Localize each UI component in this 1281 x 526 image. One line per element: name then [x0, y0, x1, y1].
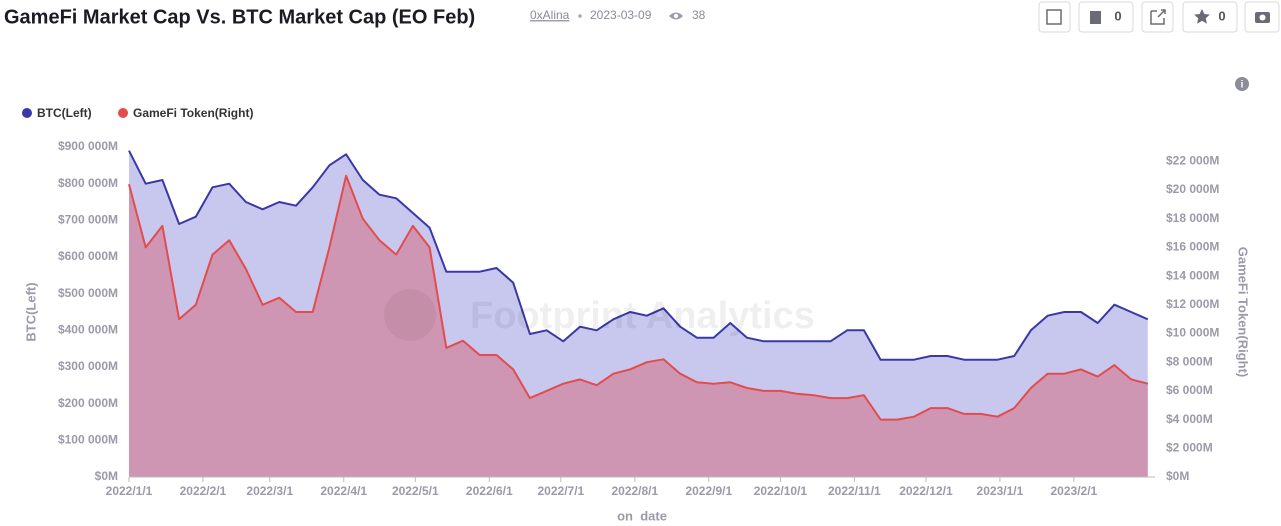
x-tick-label: 2023/1/1 — [977, 484, 1024, 498]
y-axis-title: BTC(Left) — [23, 282, 38, 341]
x-tick-label: 2022/11/1 — [828, 484, 881, 498]
comments-icon — [1090, 11, 1101, 24]
chart-title: GameFi Market Cap Vs. BTC Market Cap (EO… — [4, 6, 475, 28]
separator — [578, 14, 582, 18]
legend-label: GameFi Token(Right) — [133, 106, 253, 120]
star-icon — [1194, 9, 1210, 24]
line — [128, 150, 1149, 361]
x-tick-label: 2022/4/1 — [320, 484, 367, 498]
y2-tick-label: $22 000M — [1166, 154, 1219, 168]
camera-lens — [1259, 14, 1266, 21]
legend-label: BTC(Left) — [37, 106, 92, 120]
y2-tick-label: $0M — [1166, 469, 1189, 483]
line — [128, 174, 1149, 421]
x-tick-label: 2022/2/1 — [180, 484, 227, 498]
date: 2023-03-09 — [590, 8, 652, 22]
y-tick-label: $800 000M — [58, 176, 118, 190]
watermark-logo — [384, 289, 436, 341]
watermark: Footprint Analytics — [470, 295, 815, 337]
x-tick-label: 2022/9/1 — [685, 484, 732, 498]
comments-count: 0 — [1114, 8, 1121, 23]
y-tick-label: $200 000M — [58, 396, 118, 410]
area — [129, 175, 1148, 477]
x-axis-title: on_date — [617, 508, 667, 521]
info-glyph: i — [1241, 80, 1244, 91]
views-icon-pupil — [673, 13, 679, 19]
star-count: 0 — [1218, 8, 1225, 23]
y-tick-label: $300 000M — [58, 359, 118, 373]
y-tick-label: $0M — [95, 469, 118, 483]
x-tick-label: 2023/2/1 — [1051, 484, 1098, 498]
y2-tick-label: $18 000M — [1166, 211, 1219, 225]
y2-tick-label: $16 000M — [1166, 240, 1219, 254]
notes-button[interactable] — [1038, 1, 1071, 33]
y-tick-label: $600 000M — [58, 249, 118, 263]
y2-tick-label: $12 000M — [1166, 297, 1219, 311]
x-tick-label: 2022/3/1 — [246, 484, 293, 498]
y-tick-label: $100 000M — [58, 433, 118, 447]
y2-tick-label: $2 000M — [1166, 440, 1213, 454]
y2-axis-title: GameFi Token(Right) — [1236, 247, 1251, 377]
share-icon — [1150, 9, 1166, 25]
info-icon[interactable] — [1235, 77, 1249, 91]
y2-tick-label: $4 000M — [1166, 412, 1213, 426]
y-tick-label: $500 000M — [58, 286, 118, 300]
x-tick-label: 2022/10/1 — [754, 484, 808, 498]
y2-tick-label: $6 000M — [1166, 383, 1213, 397]
y2-tick-label: $14 000M — [1166, 268, 1219, 282]
views: 38 — [692, 8, 706, 22]
y2-tick-label: $10 000M — [1166, 326, 1219, 340]
x-tick-label: 2022/7/1 — [538, 484, 585, 498]
x-tick-label: 2022/6/1 — [466, 484, 513, 498]
y-tick-label: $400 000M — [58, 323, 118, 337]
x-tick-label: 2022/5/1 — [392, 484, 439, 498]
x-tick-label: 2022/8/1 — [611, 484, 658, 498]
comments-button[interactable] — [1078, 1, 1134, 33]
legend-marker — [118, 108, 128, 118]
y2-tick-label: $8 000M — [1166, 354, 1213, 368]
x-tick-label: 2022/1/1 — [106, 484, 153, 498]
y2-tick-label: $20 000M — [1166, 182, 1219, 196]
y-tick-label: $700 000M — [58, 213, 118, 227]
star-button[interactable] — [1182, 1, 1238, 33]
plot: $0M $100 000M $200 000M $300 000M $400 000M $… — [58, 139, 1219, 498]
legend-marker — [22, 108, 32, 118]
author[interactable]: 0xAlina — [530, 8, 570, 22]
x-tick-label: 2022/12/1 — [899, 484, 953, 498]
y-tick-label: $900 000M — [58, 139, 118, 153]
share-button[interactable] — [1141, 1, 1174, 33]
notes-icon — [1046, 9, 1062, 25]
